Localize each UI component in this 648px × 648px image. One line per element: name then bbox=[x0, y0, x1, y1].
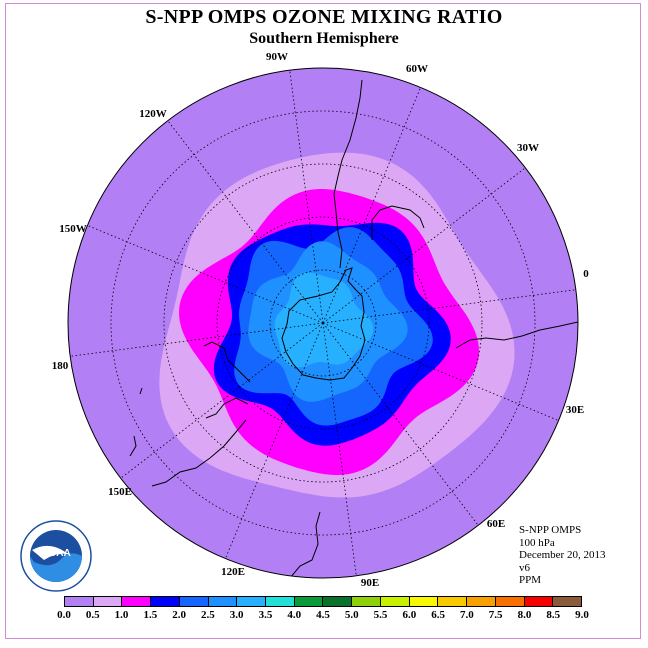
longitude-label: 180 bbox=[52, 360, 69, 372]
meridian-line bbox=[322, 289, 576, 324]
longitude-label: 30E bbox=[566, 404, 584, 416]
meridian-line bbox=[322, 322, 559, 421]
australia-coastline bbox=[151, 341, 251, 487]
colorbar-tick-label: 0.5 bbox=[85, 609, 100, 621]
colorbar-segment bbox=[409, 597, 439, 606]
info-level: 100 hPa bbox=[519, 536, 555, 549]
meridian-line bbox=[322, 167, 526, 324]
colorbar-segment bbox=[93, 597, 123, 606]
colorbar-segment bbox=[380, 597, 410, 606]
meridian-line bbox=[87, 225, 324, 324]
colorbar-segment bbox=[323, 597, 353, 606]
longitude-label: 60E bbox=[487, 518, 505, 530]
info-date: December 20, 2013 bbox=[519, 549, 606, 561]
colorbar-tick-label: 7.0 bbox=[460, 609, 474, 621]
colorbar-tick-label: 1.5 bbox=[143, 609, 158, 621]
new-zealand-coastline bbox=[129, 387, 143, 457]
antarctica-coastline bbox=[281, 267, 366, 381]
colorbar-segment bbox=[179, 597, 209, 606]
info-instrument: S-NPP OMPS bbox=[519, 524, 582, 536]
colorbar bbox=[64, 596, 582, 607]
info-units: PPM bbox=[519, 574, 542, 586]
colorbar-segment bbox=[467, 597, 496, 606]
longitude-label: 150W bbox=[59, 223, 87, 235]
colorbar-tick-label: 8.5 bbox=[546, 609, 561, 621]
colorbar-segment bbox=[553, 597, 581, 606]
longitude-label: 0 bbox=[583, 268, 589, 280]
colorbar-tick-label: 5.0 bbox=[344, 609, 359, 621]
southern-australia-coast bbox=[289, 511, 321, 578]
longitude-label: 120E bbox=[221, 566, 245, 578]
colorbar-tick-label: 6.0 bbox=[402, 609, 417, 621]
map-subtitle: Southern Hemisphere bbox=[249, 30, 399, 47]
meridian-line bbox=[322, 322, 357, 576]
colorbar-segment bbox=[151, 597, 180, 606]
latitude-circle bbox=[163, 163, 483, 483]
meridian-line bbox=[322, 322, 479, 526]
colorbar-tick-label: 3.5 bbox=[258, 609, 273, 621]
noaa-logo: NOAA bbox=[20, 520, 92, 592]
colorbar-tick-label: 2.0 bbox=[172, 609, 186, 621]
meridian-line bbox=[322, 87, 421, 324]
info-panel: S-NPP OMPS 100 hPa December 20, 2013 v6 … bbox=[519, 524, 605, 587]
meridian-line bbox=[167, 120, 324, 324]
logo-text: NOAA bbox=[41, 548, 70, 559]
colorbar-tick-label: 5.5 bbox=[373, 609, 388, 621]
latitude-circle bbox=[216, 216, 430, 430]
colorbar-tick-label: 7.5 bbox=[488, 609, 503, 621]
colorbar-segment bbox=[122, 597, 152, 606]
colorbar-tick-label: 6.5 bbox=[431, 609, 445, 621]
longitude-label: 120W bbox=[139, 108, 167, 120]
longitude-label: 90W bbox=[266, 51, 288, 63]
colorbar-segment bbox=[495, 597, 525, 606]
colorbar-tick-label: 9.0 bbox=[575, 609, 589, 621]
colorbar-tick-label: 8.0 bbox=[517, 609, 532, 621]
longitude-label: 90E bbox=[361, 577, 379, 589]
south-america-coastline bbox=[333, 79, 425, 269]
colorbar-tick-label: 1.0 bbox=[114, 609, 129, 621]
colorbar-segment bbox=[237, 597, 267, 606]
plot-frame bbox=[5, 3, 641, 639]
colorbar-tick-label: 3.0 bbox=[229, 609, 244, 621]
meridian-line bbox=[289, 70, 324, 324]
colorbar-tick-label: 2.5 bbox=[201, 609, 215, 621]
meridian-line bbox=[120, 322, 324, 479]
longitude-label: 60W bbox=[406, 63, 428, 75]
longitude-label: 150E bbox=[108, 486, 132, 498]
colorbar-segment bbox=[438, 597, 468, 606]
ozone-band-3.0 bbox=[274, 272, 374, 368]
map-title: S-NPP OMPS OZONE MIXING RATIO bbox=[145, 6, 503, 28]
colorbar-segment bbox=[65, 597, 94, 606]
info-version: v6 bbox=[519, 561, 530, 574]
colorbar-tick-label: 4.5 bbox=[316, 609, 330, 621]
latitude-circle bbox=[110, 110, 536, 536]
colorbar-tick-label: 4.0 bbox=[287, 609, 302, 621]
longitude-label: 30W bbox=[517, 142, 539, 154]
colorbar-segment bbox=[352, 597, 381, 606]
meridian-line bbox=[225, 322, 324, 559]
africa-coastline bbox=[455, 321, 578, 349]
latitude-circle bbox=[269, 269, 377, 377]
meridian-line bbox=[70, 322, 324, 357]
colorbar-segment bbox=[266, 597, 295, 606]
colorbar-segment bbox=[524, 597, 554, 606]
colorbar-segment bbox=[208, 597, 238, 606]
colorbar-tick-label: 0.0 bbox=[57, 609, 71, 621]
colorbar-segment bbox=[294, 597, 324, 606]
